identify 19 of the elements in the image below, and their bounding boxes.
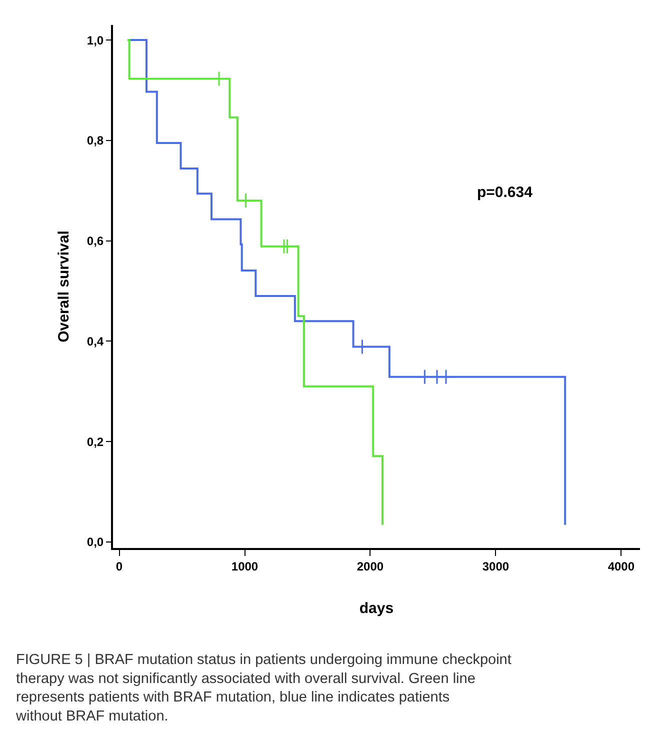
x-axis-title: days <box>359 600 394 617</box>
x-tick-label: 1000 <box>231 559 258 574</box>
point <box>280 238 296 254</box>
y-tick-label: 0,6 <box>86 234 104 248</box>
annotation: p=0.634 <box>477 184 534 201</box>
x-tick-label: 3000 <box>482 559 510 574</box>
caption: FIGURE 5 | BRAF mutation status in patients undergoing immune checkpoint therapy was not significantly associated with overall survival. Green line represents patients with BRAF mutation, blue line indicates patients without BRAF mutation. <box>15 652 512 725</box>
y-axis-title: Overall survival <box>56 230 73 342</box>
x-tick-label: 2000 <box>356 559 384 574</box>
y-tick-label: 0,2 <box>86 434 104 449</box>
x-tick-label: 4000 <box>608 559 635 574</box>
y-tick-label: 0,8 <box>86 134 104 148</box>
point <box>416 369 432 385</box>
point <box>438 369 454 385</box>
point <box>238 192 254 208</box>
y-tick-label: 1,0 <box>86 33 104 48</box>
y-tick-label: 0,0 <box>86 535 104 550</box>
y-tick-label: 0,4 <box>86 334 104 348</box>
x-tick-label: 0 <box>116 559 123 574</box>
